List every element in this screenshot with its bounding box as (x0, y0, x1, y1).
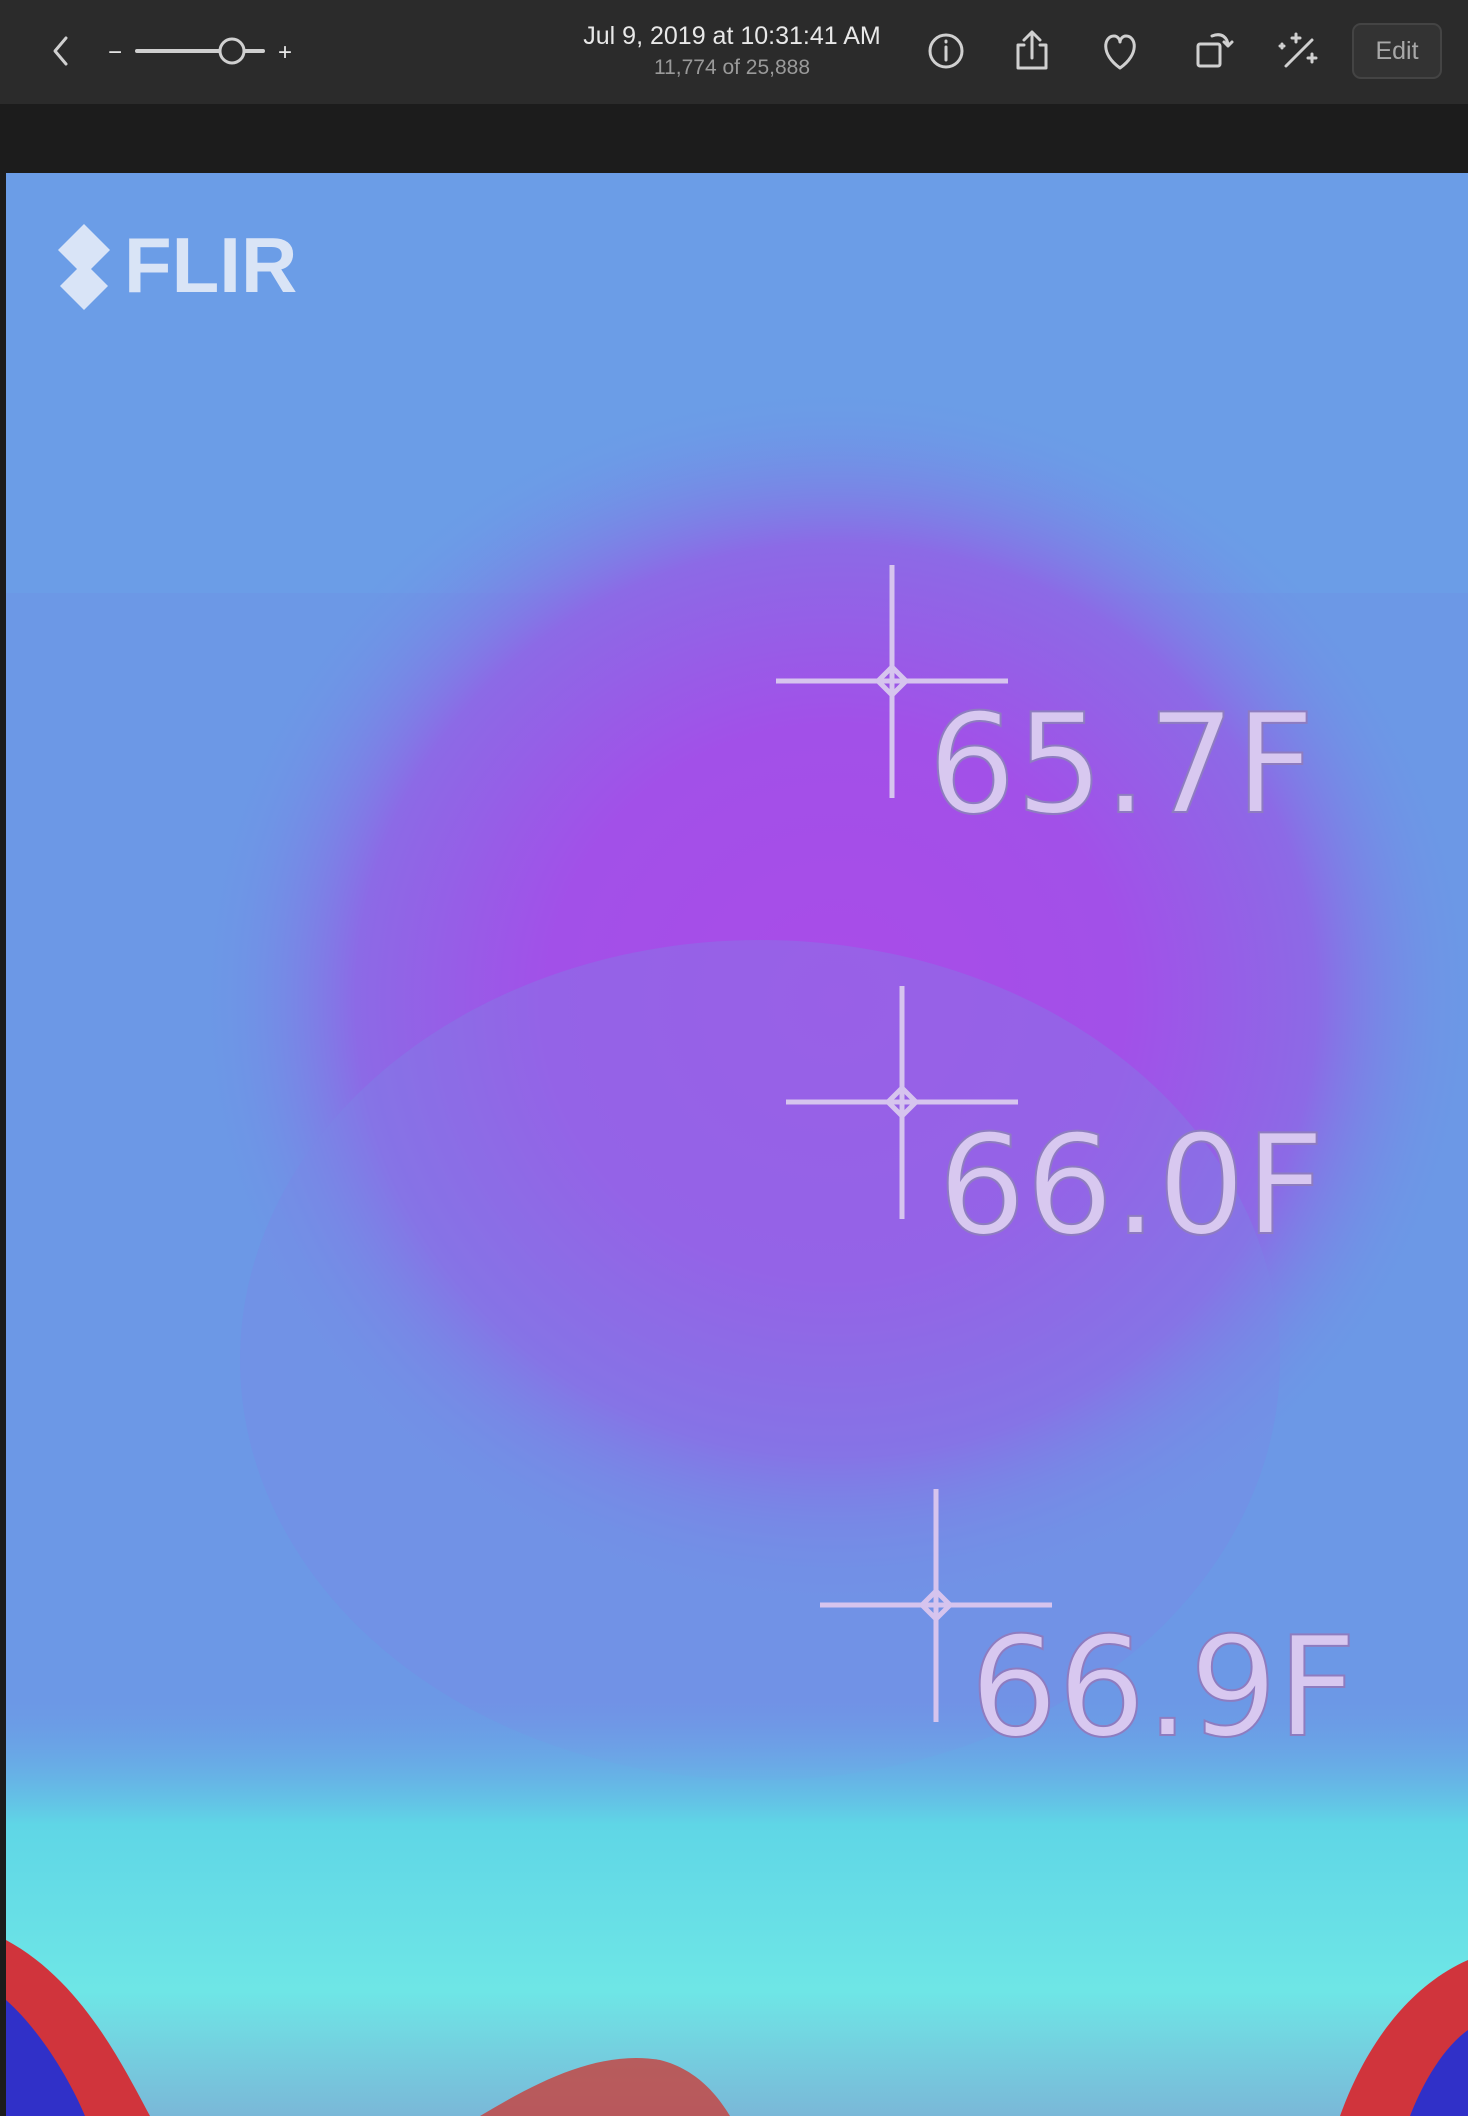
rotate-button[interactable] (1196, 33, 1234, 68)
flir-logo: FLIR (58, 221, 297, 310)
spot-meter: 66.0F (786, 986, 1326, 1267)
photo-date: Jul 9, 2019 at 10:31:41 AM (583, 22, 880, 50)
thermal-photo (6, 173, 1468, 2116)
enhance-button[interactable] (1278, 32, 1318, 68)
zoom-in[interactable]: + (278, 39, 292, 66)
edit-button[interactable] (1352, 23, 1442, 79)
edit-label[interactable]: Edit (1375, 37, 1418, 65)
spot-meter: 65.7F (776, 565, 1316, 846)
back-button[interactable] (53, 36, 68, 66)
zoom-out[interactable]: − (108, 39, 122, 66)
zoom-knob[interactable] (218, 37, 246, 65)
temperature-reading: 66.0F (938, 1105, 1325, 1266)
spot-meter: 66.9F (820, 1489, 1358, 1769)
temperature-reading: 66.9F (970, 1607, 1357, 1768)
share-button[interactable] (1016, 30, 1048, 70)
photo-count: 11,774 of 25,888 (654, 56, 810, 79)
logo-text: FLIR (124, 221, 297, 309)
favorite-button[interactable] (1104, 34, 1136, 70)
temperature-reading: 65.7F (928, 684, 1315, 845)
info-button[interactable] (928, 33, 964, 69)
toolbar-gap (0, 104, 1468, 173)
